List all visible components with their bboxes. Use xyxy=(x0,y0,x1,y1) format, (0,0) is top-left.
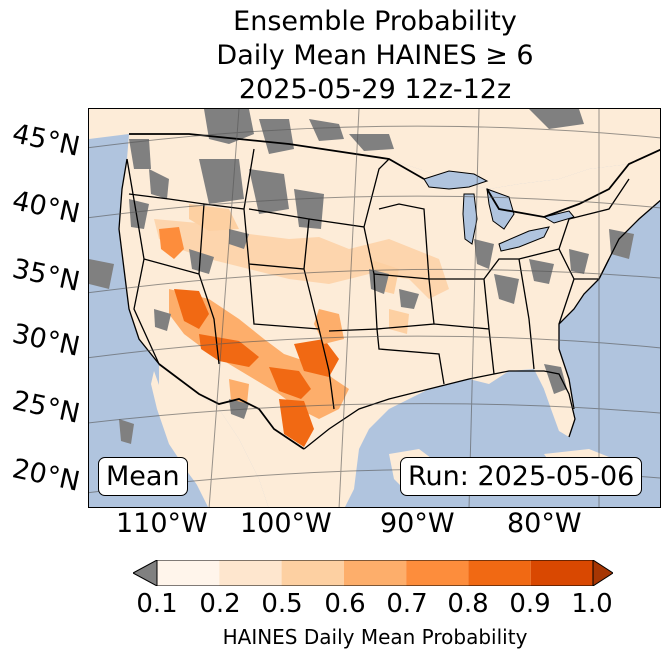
colorbar-tick: 0.2 xyxy=(199,589,241,619)
colorbar-under-arrow xyxy=(133,560,158,586)
colorbar-tick: 0.7 xyxy=(386,589,428,619)
run-date-box: Run: 2025-05-06 xyxy=(400,457,643,496)
colorbar-over-arrow xyxy=(592,560,613,586)
colorbar-tick: 0.9 xyxy=(509,589,551,619)
lat-label-20: 20°N xyxy=(9,453,83,498)
map-canvas xyxy=(89,109,660,507)
colorbar-segment xyxy=(219,560,282,586)
mexico-land xyxy=(159,364,269,507)
lat-label-35: 35°N xyxy=(9,253,83,298)
florida-land xyxy=(544,371,575,437)
title-line-3: 2025-05-29 12z-12z xyxy=(238,74,512,105)
lat-label-25: 25°N xyxy=(9,385,83,430)
title-line-2: Daily Mean HAINES ≥ 6 xyxy=(216,40,534,71)
colorbar-segment xyxy=(468,560,531,586)
colorbar-segment xyxy=(530,560,593,586)
state-borders xyxy=(126,148,630,410)
colorbar-segment xyxy=(343,560,407,586)
lat-label-40: 40°N xyxy=(9,185,83,230)
colorbar-tick: 0.6 xyxy=(324,589,366,619)
lake-superior xyxy=(423,170,489,190)
colorbar-segment xyxy=(281,560,344,586)
lon-label-100w: 100°W xyxy=(240,508,332,539)
colorbar-outline xyxy=(156,560,594,586)
colorbar-tick: 1.0 xyxy=(571,589,613,619)
lake-michigan xyxy=(462,193,478,245)
lake-ontario xyxy=(542,210,575,224)
colorbar xyxy=(133,560,613,586)
colorbar-tick: 0.5 xyxy=(261,589,303,619)
country-borders xyxy=(129,133,660,450)
lon-label-110w: 110°W xyxy=(116,508,208,539)
colorbar-tick: 0.8 xyxy=(447,589,489,619)
coastline xyxy=(118,158,660,450)
colorbar-label: HAINES Daily Mean Probability xyxy=(222,625,528,649)
map-panel xyxy=(88,108,661,508)
colorbar-tick: 0.1 xyxy=(136,589,178,619)
no-data-patches xyxy=(89,109,634,444)
lat-label-45: 45°N xyxy=(9,118,83,163)
title-line-1: Ensemble Probability xyxy=(233,6,517,37)
lake-erie xyxy=(498,226,550,252)
baja-land xyxy=(151,371,214,501)
mean-label-box: Mean xyxy=(98,457,188,496)
colorbar-segment xyxy=(406,560,469,586)
lon-label-90w: 90°W xyxy=(380,508,455,539)
colorbar-segment xyxy=(157,560,220,586)
lon-label-80w: 80°W xyxy=(507,508,582,539)
lat-label-30: 30°N xyxy=(9,318,83,363)
